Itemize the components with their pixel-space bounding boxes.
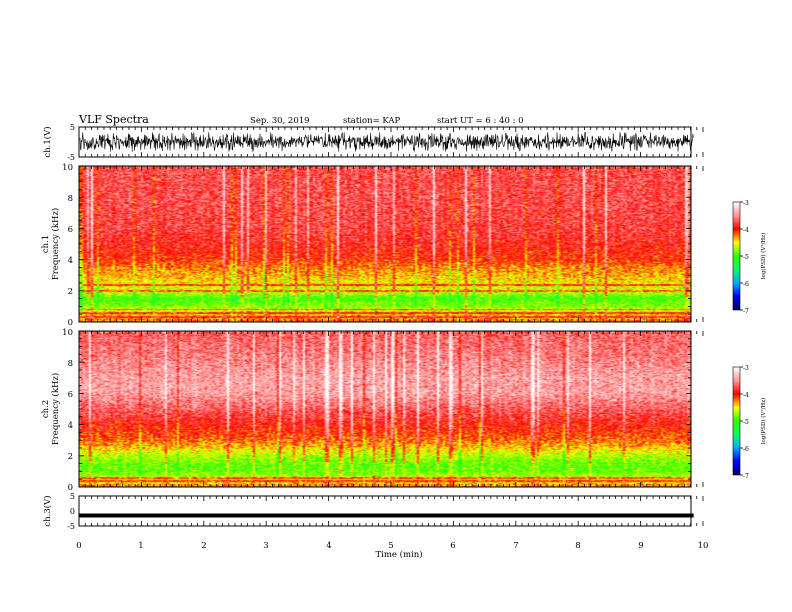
ch1-colorbar-tick-m6: -6 [743,281,749,288]
ch3-ytick-5: 5 [70,492,75,501]
station-label: station= KAP [343,116,401,126]
ch1-spectrogram-panel: 0 2 4 6 8 10 ch.1 Frequency (kHz) [41,163,704,328]
xtick-2: 2 [201,541,206,551]
ch1-spectrogram-ticks [78,165,704,323]
xtick-8: 8 [575,541,580,551]
ch1-frequency-label: Frequency (kHz) [50,208,61,280]
ch1-colorbar-tick-m7: -7 [743,308,749,315]
xtick-9: 9 [638,541,643,551]
xtick-5: 5 [388,541,393,551]
ch2-colorbar-label: log(PSD) (V²/Hz) [760,398,767,445]
ch2-ytick-10: 10 [62,328,73,338]
xtick-6: 6 [450,541,455,551]
ch2-colorbar: -3 -4 -5 -6 -7 log(PSD) (V²/Hz) [732,365,767,480]
ch2-ytick-0: 0 [68,483,73,493]
xtick-10: 10 [698,541,709,551]
xtick-0: 0 [76,541,81,551]
time-axis: 0 1 2 3 4 5 6 7 8 9 10 Time (min) [76,541,708,560]
ch2-spectrogram-ticks [78,330,704,488]
ch1-ytick-bottom: -5 [67,153,75,162]
date-label: Sep. 30, 2019 [250,116,310,126]
ch1-ytick-top: 5 [70,123,75,132]
ch1-colorbar-ticks [740,201,743,311]
ch2-ytick-2: 2 [68,452,73,462]
ch2-colorbar-tick-m6: -6 [743,446,749,453]
ch1-colorbar-scale [733,202,740,310]
ch3-waveform-frame [78,495,692,527]
ch2-colorbar-ticks [740,366,743,476]
ch1-waveform-line [79,131,694,152]
ch1-colorbar-label: log(PSD) (V²/Hz) [760,233,767,280]
figure-title: VLF Spectra [78,113,149,126]
xtick-3: 3 [263,541,268,551]
ch3-waveform-panel: 5 0 -5 ch.3(V) [42,492,704,531]
ch1-ytick-8: 8 [68,194,73,204]
ch1-channel-label: ch.1 [41,235,51,253]
ch3-ytick-0: 0 [70,507,75,516]
ch1-colorbar-tick-m5: -5 [743,254,749,261]
ch2-channel-label: ch.2 [41,400,51,418]
ch1-ytick-6: 6 [68,225,73,235]
ch2-colorbar-scale [733,367,740,475]
xtick-7: 7 [513,541,518,551]
ch1-ytick-0: 0 [68,318,73,328]
ch3-ytick-m5: -5 [67,522,75,531]
ch1-spectrogram-image [79,166,691,322]
ch1-colorbar-tick-m3: -3 [743,200,749,207]
ch1-ytick-10: 10 [62,163,73,173]
ch1-waveform-xticks [78,127,704,157]
start-time-label: start UT = 6 : 40 : 0 [437,116,524,126]
ch2-ytick-8: 8 [68,359,73,369]
xtick-4: 4 [326,541,331,551]
time-axis-label: Time (min) [375,549,422,560]
ch2-colorbar-tick-m7: -7 [743,473,749,480]
ch1-colorbar-tick-m4: -4 [743,227,749,234]
ch2-spectrogram-image [79,331,691,487]
ch2-spectrogram-panel: 0 2 4 6 8 10 ch.2 Frequency (kHz) [41,328,704,493]
ch1-ytick-2: 2 [68,287,73,297]
ch2-colorbar-tick-m3: -3 [743,365,749,372]
ch3-waveform-ticks [78,496,704,526]
ch1-ytick-4: 4 [68,256,73,266]
ch3-waveform-ylabel: ch.3(V) [42,495,53,526]
ch2-colorbar-tick-m4: -4 [743,392,749,399]
ch1-colorbar: -3 -4 -5 -6 -7 log(PSD) (V²/Hz) [732,200,767,315]
ch2-ytick-4: 4 [68,421,73,431]
xtick-1: 1 [138,541,143,551]
ch1-waveform-panel: 5 -5 ch.1(V) [42,123,704,162]
ch1-waveform-ylabel: ch.1(V) [42,126,53,157]
ch2-ytick-6: 6 [68,390,73,400]
ch2-colorbar-tick-m5: -5 [743,419,749,426]
ch3-waveform-line [79,513,694,518]
ch2-frequency-label: Frequency (kHz) [50,373,61,445]
